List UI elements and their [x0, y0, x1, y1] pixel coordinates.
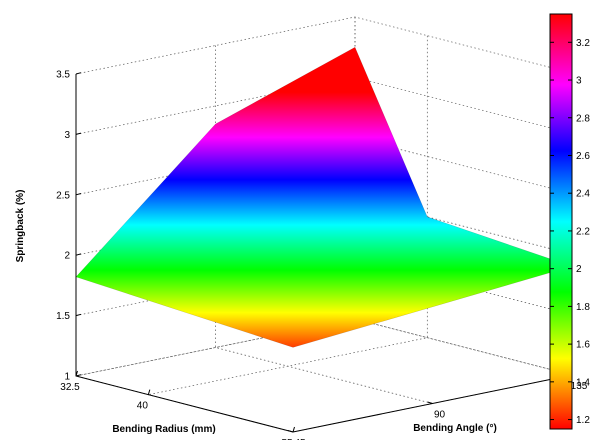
- y-axis-label: Bending Angle (°): [413, 423, 497, 434]
- x-tick-mark: [147, 389, 151, 395]
- colorbar-tick-label: 2.4: [576, 189, 590, 200]
- tick-labels: 11.522.533.532.540554590135: [56, 70, 588, 445]
- y-tick-mark: [427, 401, 433, 404]
- colorbar-tick-label: 2: [576, 264, 582, 275]
- z-tick-label: 1: [64, 372, 70, 383]
- colorbar-tick-label: 2.6: [576, 151, 590, 162]
- z-tick-mark: [75, 193, 82, 196]
- z-tick-label: 2.5: [56, 190, 70, 201]
- x-tick-label: 32.5: [60, 382, 80, 393]
- y-tick-label: 135: [571, 381, 588, 392]
- z-tick-mark: [75, 374, 82, 377]
- colorbar-gradient: [549, 13, 573, 430]
- z-tick-mark: [75, 72, 82, 75]
- x-tick-label: 40: [137, 401, 149, 412]
- colorbar-tick-label: 1.6: [576, 340, 590, 351]
- colorbar-tick-label: 1.8: [576, 302, 590, 313]
- x-tick-mark: [292, 426, 295, 433]
- x-axis-label: Bending Radius (mm): [112, 424, 215, 435]
- z-tick-label: 3.5: [56, 70, 70, 81]
- colorbar-tick-label: 1.2: [576, 415, 590, 426]
- z-tick-mark: [75, 253, 82, 256]
- z-tick-label: 1.5: [56, 311, 70, 322]
- colorbar-tick-label: 2.8: [576, 113, 590, 124]
- z-tick-mark: [75, 313, 82, 317]
- surface-edge: [75, 46, 573, 348]
- z-axis-label: Springback (%): [15, 190, 26, 263]
- colorbar-tick-label: 1.4: [576, 377, 590, 388]
- colorbar-tick-label: 2.2: [576, 226, 590, 237]
- colorbar-tick-label: 3.2: [576, 38, 590, 49]
- x-tick-mark: [75, 370, 78, 377]
- colorbar-tick-label: 3: [576, 76, 582, 87]
- y-tick-label: 90: [434, 410, 446, 421]
- y-tick-mark: [287, 430, 294, 433]
- grid-line-x: [148, 35, 428, 396]
- z-tick-label: 3: [64, 130, 70, 141]
- colorbar: 1.2 1.4 1.6 1.8 2 2.2 2.4 2.6 2.8 3 3.2: [549, 13, 590, 430]
- z-tick-label: 2: [64, 251, 70, 262]
- z-tick-mark: [75, 132, 82, 135]
